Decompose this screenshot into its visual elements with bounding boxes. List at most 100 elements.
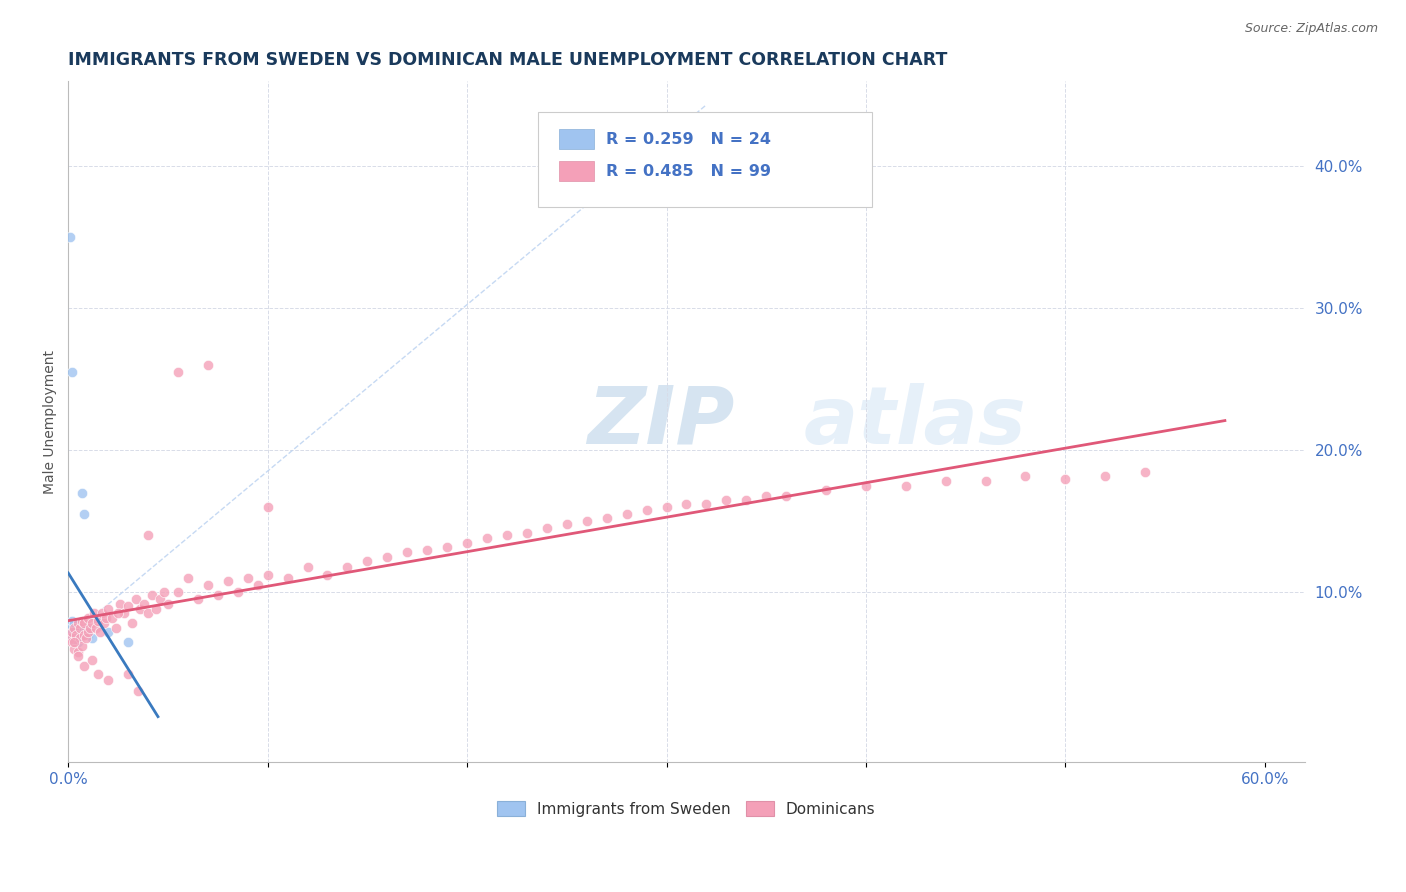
Point [855, 479, 877, 493]
Point [516, 525, 538, 540]
Point [67, 645, 90, 659]
Point [59, 621, 82, 635]
Point [177, 571, 200, 585]
Point [475, 531, 498, 545]
Point [70, 486, 93, 500]
Point [112, 607, 135, 621]
Point [117, 599, 139, 614]
Point [60, 614, 83, 628]
Point [149, 592, 172, 607]
Point [60, 365, 83, 379]
Point [69, 621, 91, 635]
Y-axis label: Male Unemployment: Male Unemployment [44, 350, 58, 494]
Point [60, 624, 83, 639]
Point [755, 489, 778, 503]
Point [716, 492, 738, 507]
Text: Source: ZipAtlas.com: Source: ZipAtlas.com [1244, 22, 1378, 36]
Point [575, 514, 598, 528]
Point [129, 602, 152, 616]
Point [82, 653, 104, 667]
Point [117, 635, 139, 649]
Point [67, 628, 90, 642]
Point [69, 631, 91, 645]
Point [77, 624, 100, 639]
Point [675, 497, 697, 511]
Point [63, 635, 86, 649]
Point [217, 574, 239, 588]
Point [187, 592, 209, 607]
Point [59, 628, 82, 642]
Point [73, 628, 96, 642]
Point [655, 500, 678, 514]
Point [89, 624, 111, 639]
Point [416, 542, 439, 557]
Point [87, 614, 110, 628]
Point [67, 616, 90, 631]
Point [70, 639, 93, 653]
Point [136, 607, 159, 621]
Point [97, 624, 120, 639]
Point [121, 616, 143, 631]
Point [69, 631, 91, 645]
Point [97, 602, 120, 616]
Text: ZIP: ZIP [588, 383, 735, 461]
Point [63, 635, 86, 649]
Point [894, 479, 917, 493]
Point [616, 507, 638, 521]
Point [75, 621, 97, 635]
Point [695, 497, 717, 511]
Point [256, 500, 278, 514]
Text: IMMIGRANTS FROM SWEDEN VS DOMINICAN MALE UNEMPLOYMENT CORRELATION CHART: IMMIGRANTS FROM SWEDEN VS DOMINICAN MALE… [69, 51, 948, 69]
Point [101, 610, 124, 624]
Point [75, 631, 97, 645]
Point [1133, 465, 1156, 479]
Point [70, 614, 93, 628]
Point [207, 588, 229, 602]
Point [69, 621, 91, 635]
Point [77, 628, 100, 642]
Point [277, 571, 299, 585]
Point [974, 475, 997, 489]
Point [375, 549, 398, 564]
Text: atlas: atlas [804, 383, 1026, 461]
Point [595, 511, 617, 525]
Point [105, 621, 128, 635]
Point [536, 521, 558, 535]
Point [67, 635, 90, 649]
Point [145, 602, 167, 616]
Point [60, 631, 83, 645]
Point [396, 545, 419, 559]
Point [91, 607, 114, 621]
Point [59, 631, 82, 645]
Point [815, 483, 838, 497]
Point [97, 673, 120, 687]
Point [1014, 468, 1036, 483]
Point [132, 597, 155, 611]
Point [83, 607, 105, 621]
Point [356, 554, 378, 568]
Point [82, 616, 104, 631]
Point [167, 585, 190, 599]
Point [63, 641, 86, 656]
Point [125, 592, 148, 607]
Point [496, 528, 519, 542]
Point [59, 230, 82, 244]
Point [236, 571, 259, 585]
Point [436, 540, 458, 554]
Point [82, 631, 104, 645]
Point [246, 578, 269, 592]
Point [63, 621, 86, 635]
Point [63, 616, 86, 631]
Point [73, 659, 96, 673]
Point [156, 597, 179, 611]
Point [256, 568, 278, 582]
Point [77, 610, 100, 624]
Point [735, 492, 758, 507]
FancyBboxPatch shape [538, 112, 872, 207]
Point [935, 475, 957, 489]
FancyBboxPatch shape [560, 161, 593, 181]
FancyBboxPatch shape [560, 129, 593, 150]
Point [93, 616, 115, 631]
Point [456, 535, 478, 549]
Point [94, 610, 117, 624]
